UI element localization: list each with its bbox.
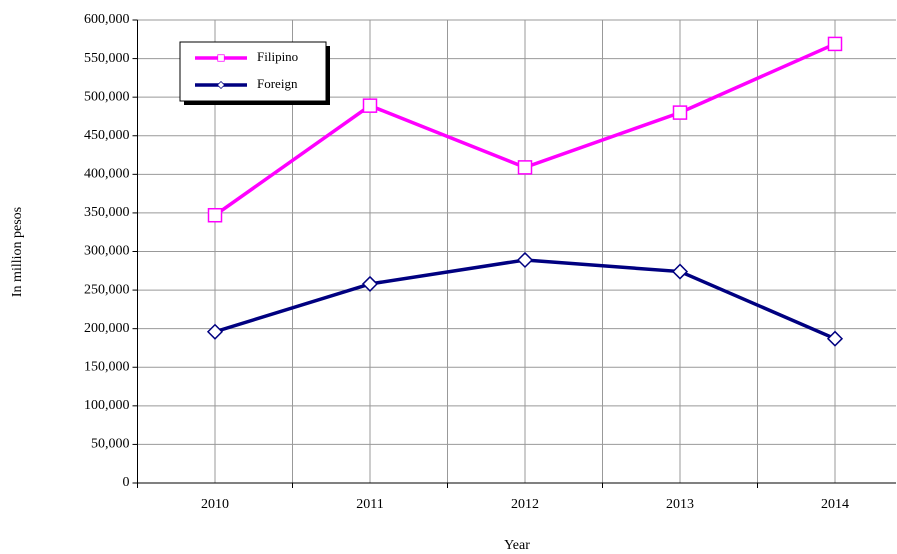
marker	[361, 275, 379, 292]
y-tick-label: 50,000	[91, 437, 130, 452]
y-tick-label: 0	[123, 475, 130, 490]
marker	[827, 36, 843, 52]
x-axis-label: Year	[504, 538, 530, 553]
marker	[517, 160, 533, 175]
y-tick-label: 300,000	[84, 244, 130, 259]
marker	[826, 330, 844, 347]
x-tick-label: 2014	[821, 497, 849, 512]
legend	[179, 41, 327, 102]
legend-label: Foreign	[257, 76, 298, 91]
marker	[362, 98, 378, 113]
y-tick-label: 250,000	[84, 282, 130, 297]
y-tick-label: 600,000	[84, 12, 130, 27]
marker	[206, 323, 224, 340]
y-tick-label: 500,000	[84, 89, 130, 104]
x-tick-label: 2011	[356, 497, 383, 512]
x-tick-label: 2012	[511, 497, 539, 512]
y-tick-label: 550,000	[84, 51, 130, 66]
marker	[671, 263, 689, 280]
y-tick-label: 100,000	[84, 398, 130, 413]
y-axis-label: In million pesos	[10, 207, 25, 297]
marker	[672, 105, 688, 120]
legend-label: Filipino	[257, 49, 298, 64]
y-tick-label: 150,000	[84, 359, 130, 374]
marker	[207, 207, 223, 223]
legend-marker	[216, 80, 226, 90]
y-tick-label: 400,000	[84, 167, 130, 182]
y-tick-label: 450,000	[84, 128, 130, 143]
x-tick-label: 2013	[666, 497, 694, 512]
x-tick-label: 2010	[201, 497, 229, 512]
legend-marker	[217, 54, 225, 62]
y-tick-label: 350,000	[84, 205, 130, 220]
y-tick-label: 200,000	[84, 321, 130, 336]
marker	[516, 251, 534, 269]
